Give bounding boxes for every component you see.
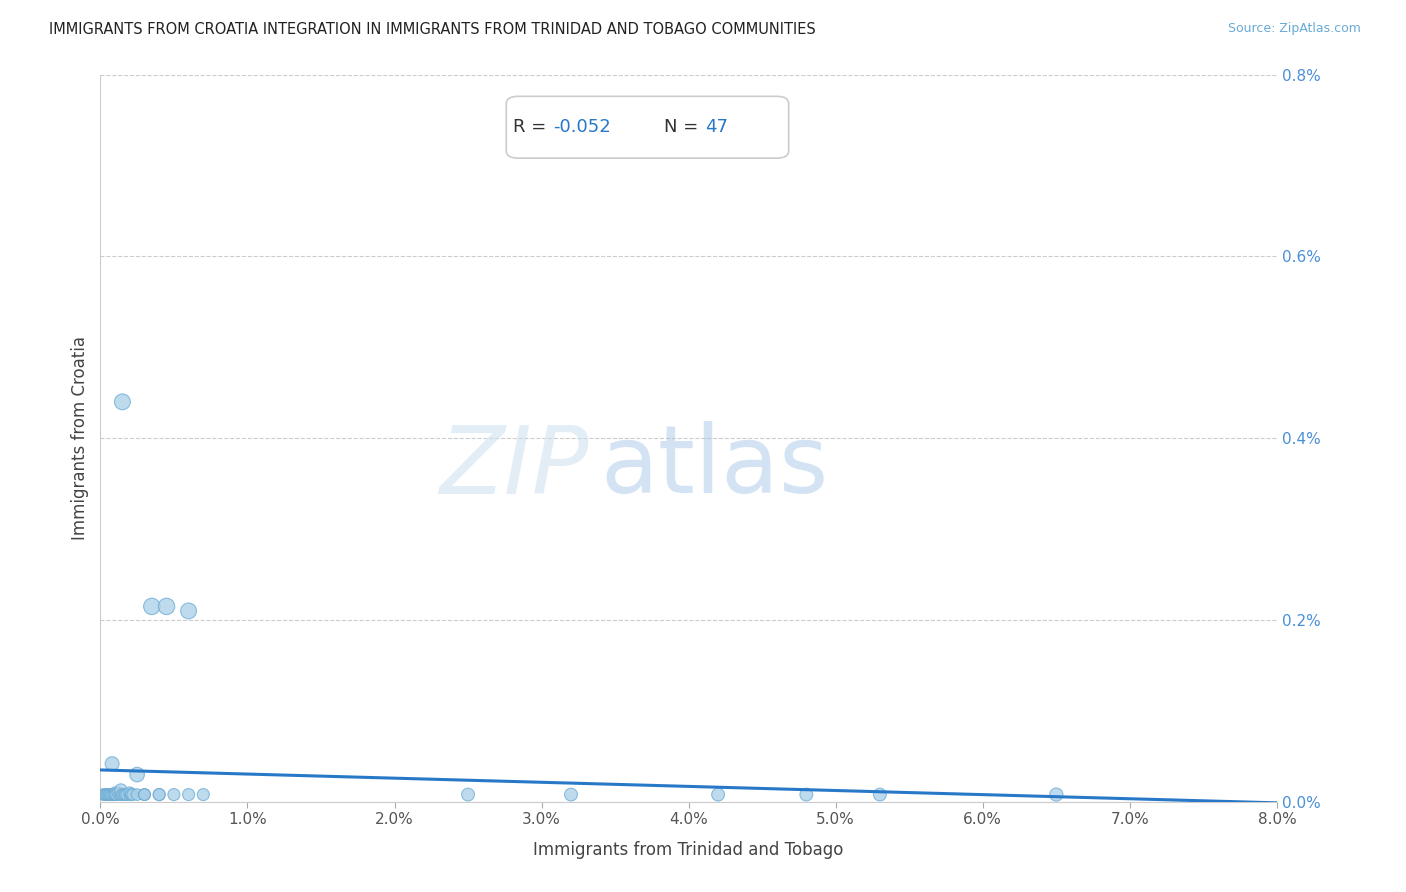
Point (103, 788, 125, 802)
FancyBboxPatch shape (506, 96, 789, 158)
Point (96, 788, 118, 802)
Point (105, 788, 128, 802)
Point (114, 788, 136, 802)
Point (869, 788, 891, 802)
Point (794, 788, 817, 802)
Text: atlas: atlas (600, 421, 828, 513)
Point (111, 394, 134, 409)
Point (177, 788, 200, 802)
Y-axis label: Immigrants from Croatia: Immigrants from Croatia (72, 336, 89, 541)
Point (127, 788, 149, 802)
Point (148, 788, 170, 802)
Point (134, 788, 156, 802)
Point (155, 599, 177, 614)
Point (134, 788, 156, 802)
Point (100, 788, 122, 802)
Point (193, 788, 215, 802)
Point (134, 788, 156, 802)
Point (94, 788, 117, 802)
Point (457, 788, 479, 802)
Point (110, 788, 132, 802)
Text: IMMIGRANTS FROM CROATIA INTEGRATION IN IMMIGRANTS FROM TRINIDAD AND TOBAGO COMMU: IMMIGRANTS FROM CROATIA INTEGRATION IN I… (49, 22, 815, 37)
Text: ZIP: ZIP (439, 422, 589, 513)
Point (121, 788, 143, 802)
Point (177, 604, 200, 618)
Point (120, 788, 142, 802)
Point (707, 788, 730, 802)
Point (98, 788, 121, 802)
Point (104, 786, 127, 800)
Text: R =: R = (513, 118, 553, 136)
Point (100, 788, 122, 802)
Point (163, 788, 186, 802)
Point (91, 788, 114, 802)
Point (115, 788, 138, 802)
Point (560, 788, 582, 802)
Text: Source: ZipAtlas.com: Source: ZipAtlas.com (1227, 22, 1361, 36)
Point (118, 788, 141, 802)
X-axis label: Immigrants from Trinidad and Tobago: Immigrants from Trinidad and Tobago (533, 841, 844, 859)
Text: 47: 47 (706, 118, 728, 136)
Point (108, 788, 131, 802)
Point (97, 788, 120, 802)
Point (111, 788, 134, 802)
Point (107, 786, 129, 800)
Point (141, 599, 163, 614)
Text: -0.052: -0.052 (554, 118, 612, 136)
Point (104, 788, 127, 802)
Point (127, 767, 149, 781)
Text: N =: N = (664, 118, 704, 136)
Point (101, 788, 124, 802)
Point (118, 786, 141, 800)
Point (110, 783, 132, 797)
Point (97, 788, 120, 802)
Point (148, 788, 170, 802)
Point (104, 788, 127, 802)
Point (112, 788, 135, 802)
Point (1045, 788, 1067, 802)
Point (101, 756, 124, 771)
